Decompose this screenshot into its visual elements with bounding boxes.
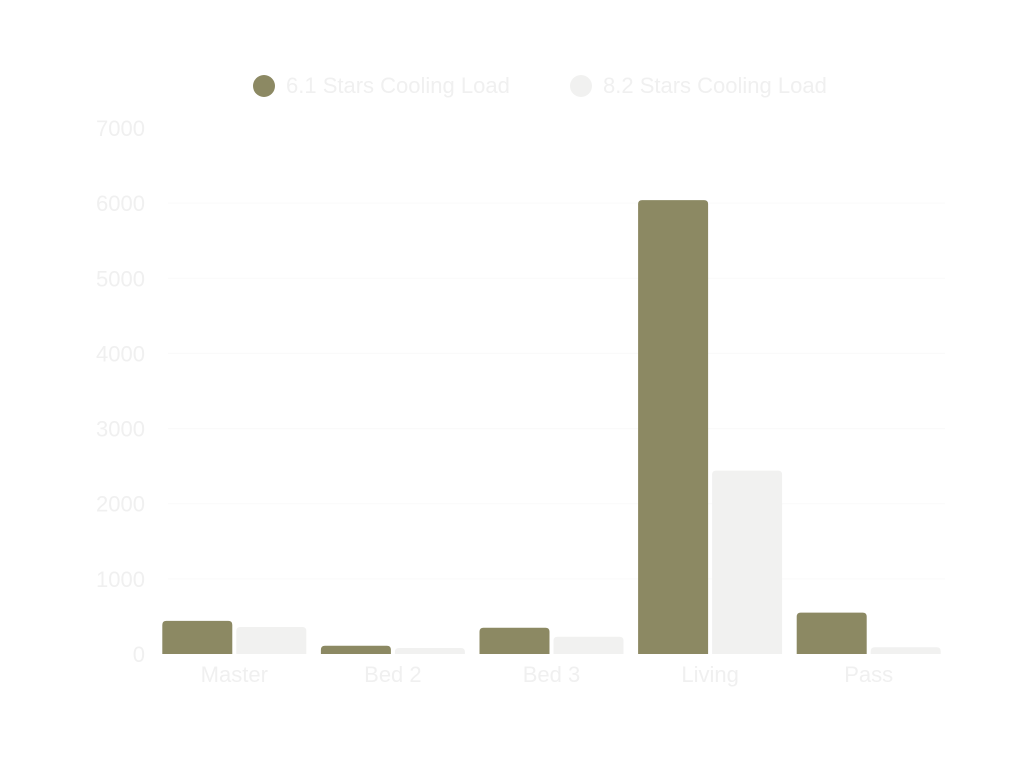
x-tick-label: Living	[681, 662, 738, 687]
x-tick-label: Bed 3	[523, 662, 581, 687]
bar-bed-3-series-2[interactable]	[553, 636, 624, 654]
legend-label-series-2: 8.2 Stars Cooling Load	[603, 73, 827, 98]
legend-item-series-2[interactable]: 8.2 Stars Cooling Load	[570, 73, 827, 98]
legend-label-series-1: 6.1 Stars Cooling Load	[286, 73, 510, 98]
y-tick-label: 7000	[96, 116, 145, 141]
x-tick-label: Master	[201, 662, 268, 687]
legend-marker-series-1	[253, 75, 275, 97]
x-axis-ticks: Master Bed 2 Bed 3 Living Pass	[201, 662, 893, 687]
bar-master-series-2[interactable]	[236, 626, 307, 654]
legend: 6.1 Stars Cooling Load 8.2 Stars Cooling…	[253, 73, 827, 98]
bars	[162, 200, 941, 654]
y-tick-label: 4000	[96, 341, 145, 366]
y-tick-label: 2000	[96, 492, 145, 517]
y-tick-label: 3000	[96, 417, 145, 442]
legend-marker-series-2	[570, 75, 592, 97]
legend-item-series-1[interactable]: 6.1 Stars Cooling Load	[253, 73, 510, 98]
y-tick-label: 1000	[96, 567, 145, 592]
bar-pass-series-2[interactable]	[870, 647, 941, 654]
bar-bed-2-series-1[interactable]	[320, 645, 391, 654]
bar-living-series-2[interactable]	[712, 470, 783, 654]
bar-pass-series-1[interactable]	[796, 612, 867, 654]
bar-living-series-1[interactable]	[638, 200, 709, 654]
y-tick-label: 6000	[96, 191, 145, 216]
y-tick-label: 0	[133, 642, 145, 667]
bar-bed-3-series-1[interactable]	[479, 627, 550, 654]
x-tick-label: Bed 2	[364, 662, 422, 687]
bar-bed-2-series-2[interactable]	[394, 647, 465, 654]
y-tick-label: 5000	[96, 266, 145, 291]
x-tick-label: Pass	[844, 662, 893, 687]
gridlines	[168, 202, 945, 580]
bar-master-series-1[interactable]	[162, 620, 233, 654]
y-axis-ticks: 0 1000 2000 3000 4000 5000 6000 7000	[96, 116, 145, 667]
